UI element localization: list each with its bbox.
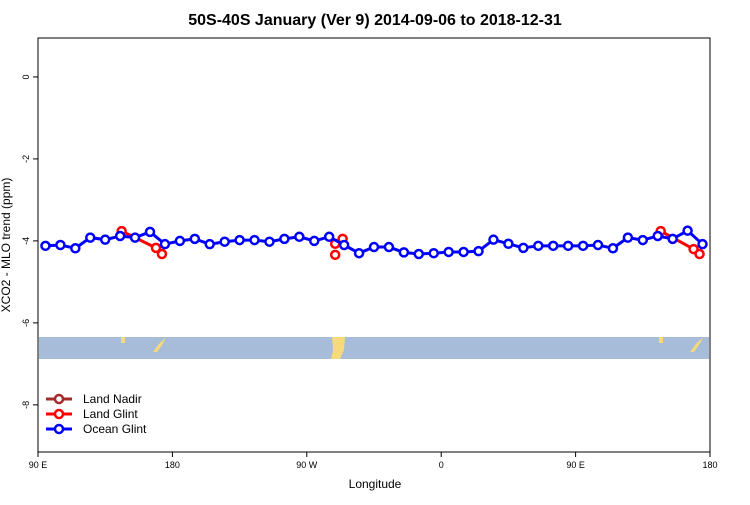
- point: [294, 231, 305, 243]
- y-tick-label: -6: [21, 319, 31, 327]
- point: [592, 239, 604, 251]
- point: [234, 234, 245, 246]
- point: [159, 238, 171, 250]
- point: [174, 235, 186, 247]
- point: [70, 243, 81, 254]
- point: [518, 242, 529, 254]
- x-tick-label: 0: [439, 460, 444, 470]
- point: [694, 248, 705, 260]
- point: [329, 249, 341, 261]
- y-tick-label: 0: [21, 74, 31, 79]
- point: [682, 225, 693, 236]
- point: [503, 238, 514, 250]
- point: [156, 248, 168, 260]
- point: [547, 240, 559, 252]
- map-strip: [39, 337, 709, 359]
- legend-marker: [53, 393, 65, 405]
- point: [652, 230, 663, 242]
- point: [368, 241, 380, 253]
- legend-label: Land Glint: [83, 407, 138, 421]
- x-tick-label: 90 E: [566, 460, 585, 470]
- point: [99, 234, 111, 245]
- point: [443, 246, 454, 258]
- point: [458, 246, 469, 258]
- point: [144, 226, 156, 238]
- point: [398, 247, 410, 258]
- plot-frame: [37, 37, 711, 453]
- y-axis-label: XCO2 - MLO trend (ppm): [0, 178, 13, 313]
- y-tick-label: -8: [21, 401, 31, 409]
- x-tick-label: 90 W: [296, 460, 318, 470]
- point: [114, 230, 126, 242]
- point: [150, 242, 162, 254]
- point: [279, 233, 290, 245]
- point: [428, 247, 439, 259]
- point: [249, 234, 260, 246]
- point: [204, 238, 215, 250]
- x-tick-label: 180: [165, 460, 180, 470]
- legend-label: Land Nadir: [83, 392, 142, 406]
- point: [55, 239, 66, 251]
- point: [85, 232, 96, 243]
- point: [533, 240, 544, 252]
- legend-marker: [53, 408, 65, 420]
- point: [189, 233, 201, 245]
- point: [413, 248, 425, 260]
- point: [383, 241, 395, 253]
- point: [219, 236, 230, 247]
- point: [353, 247, 365, 259]
- y-tick-label: -4: [21, 237, 31, 245]
- point: [622, 232, 634, 243]
- point: [637, 234, 649, 246]
- point: [309, 235, 320, 247]
- point: [607, 243, 619, 254]
- point: [562, 240, 574, 252]
- point: [473, 245, 484, 257]
- chart-title: 50S-40S January (Ver 9) 2014-09-06 to 20…: [188, 12, 562, 29]
- point: [264, 236, 275, 247]
- y-tick-label: -2: [21, 155, 31, 163]
- point: [667, 233, 678, 245]
- x-tick-label: 90 E: [29, 460, 48, 470]
- point: [697, 238, 708, 250]
- point: [577, 240, 589, 252]
- point: [129, 232, 141, 243]
- x-tick-label: 180: [702, 460, 717, 470]
- point: [40, 240, 51, 252]
- x-axis-label: Longitude: [349, 477, 402, 491]
- point: [338, 239, 350, 251]
- point: [488, 234, 499, 245]
- point: [323, 231, 335, 243]
- legend-marker: [53, 423, 65, 435]
- legend-label: Ocean Glint: [83, 422, 147, 436]
